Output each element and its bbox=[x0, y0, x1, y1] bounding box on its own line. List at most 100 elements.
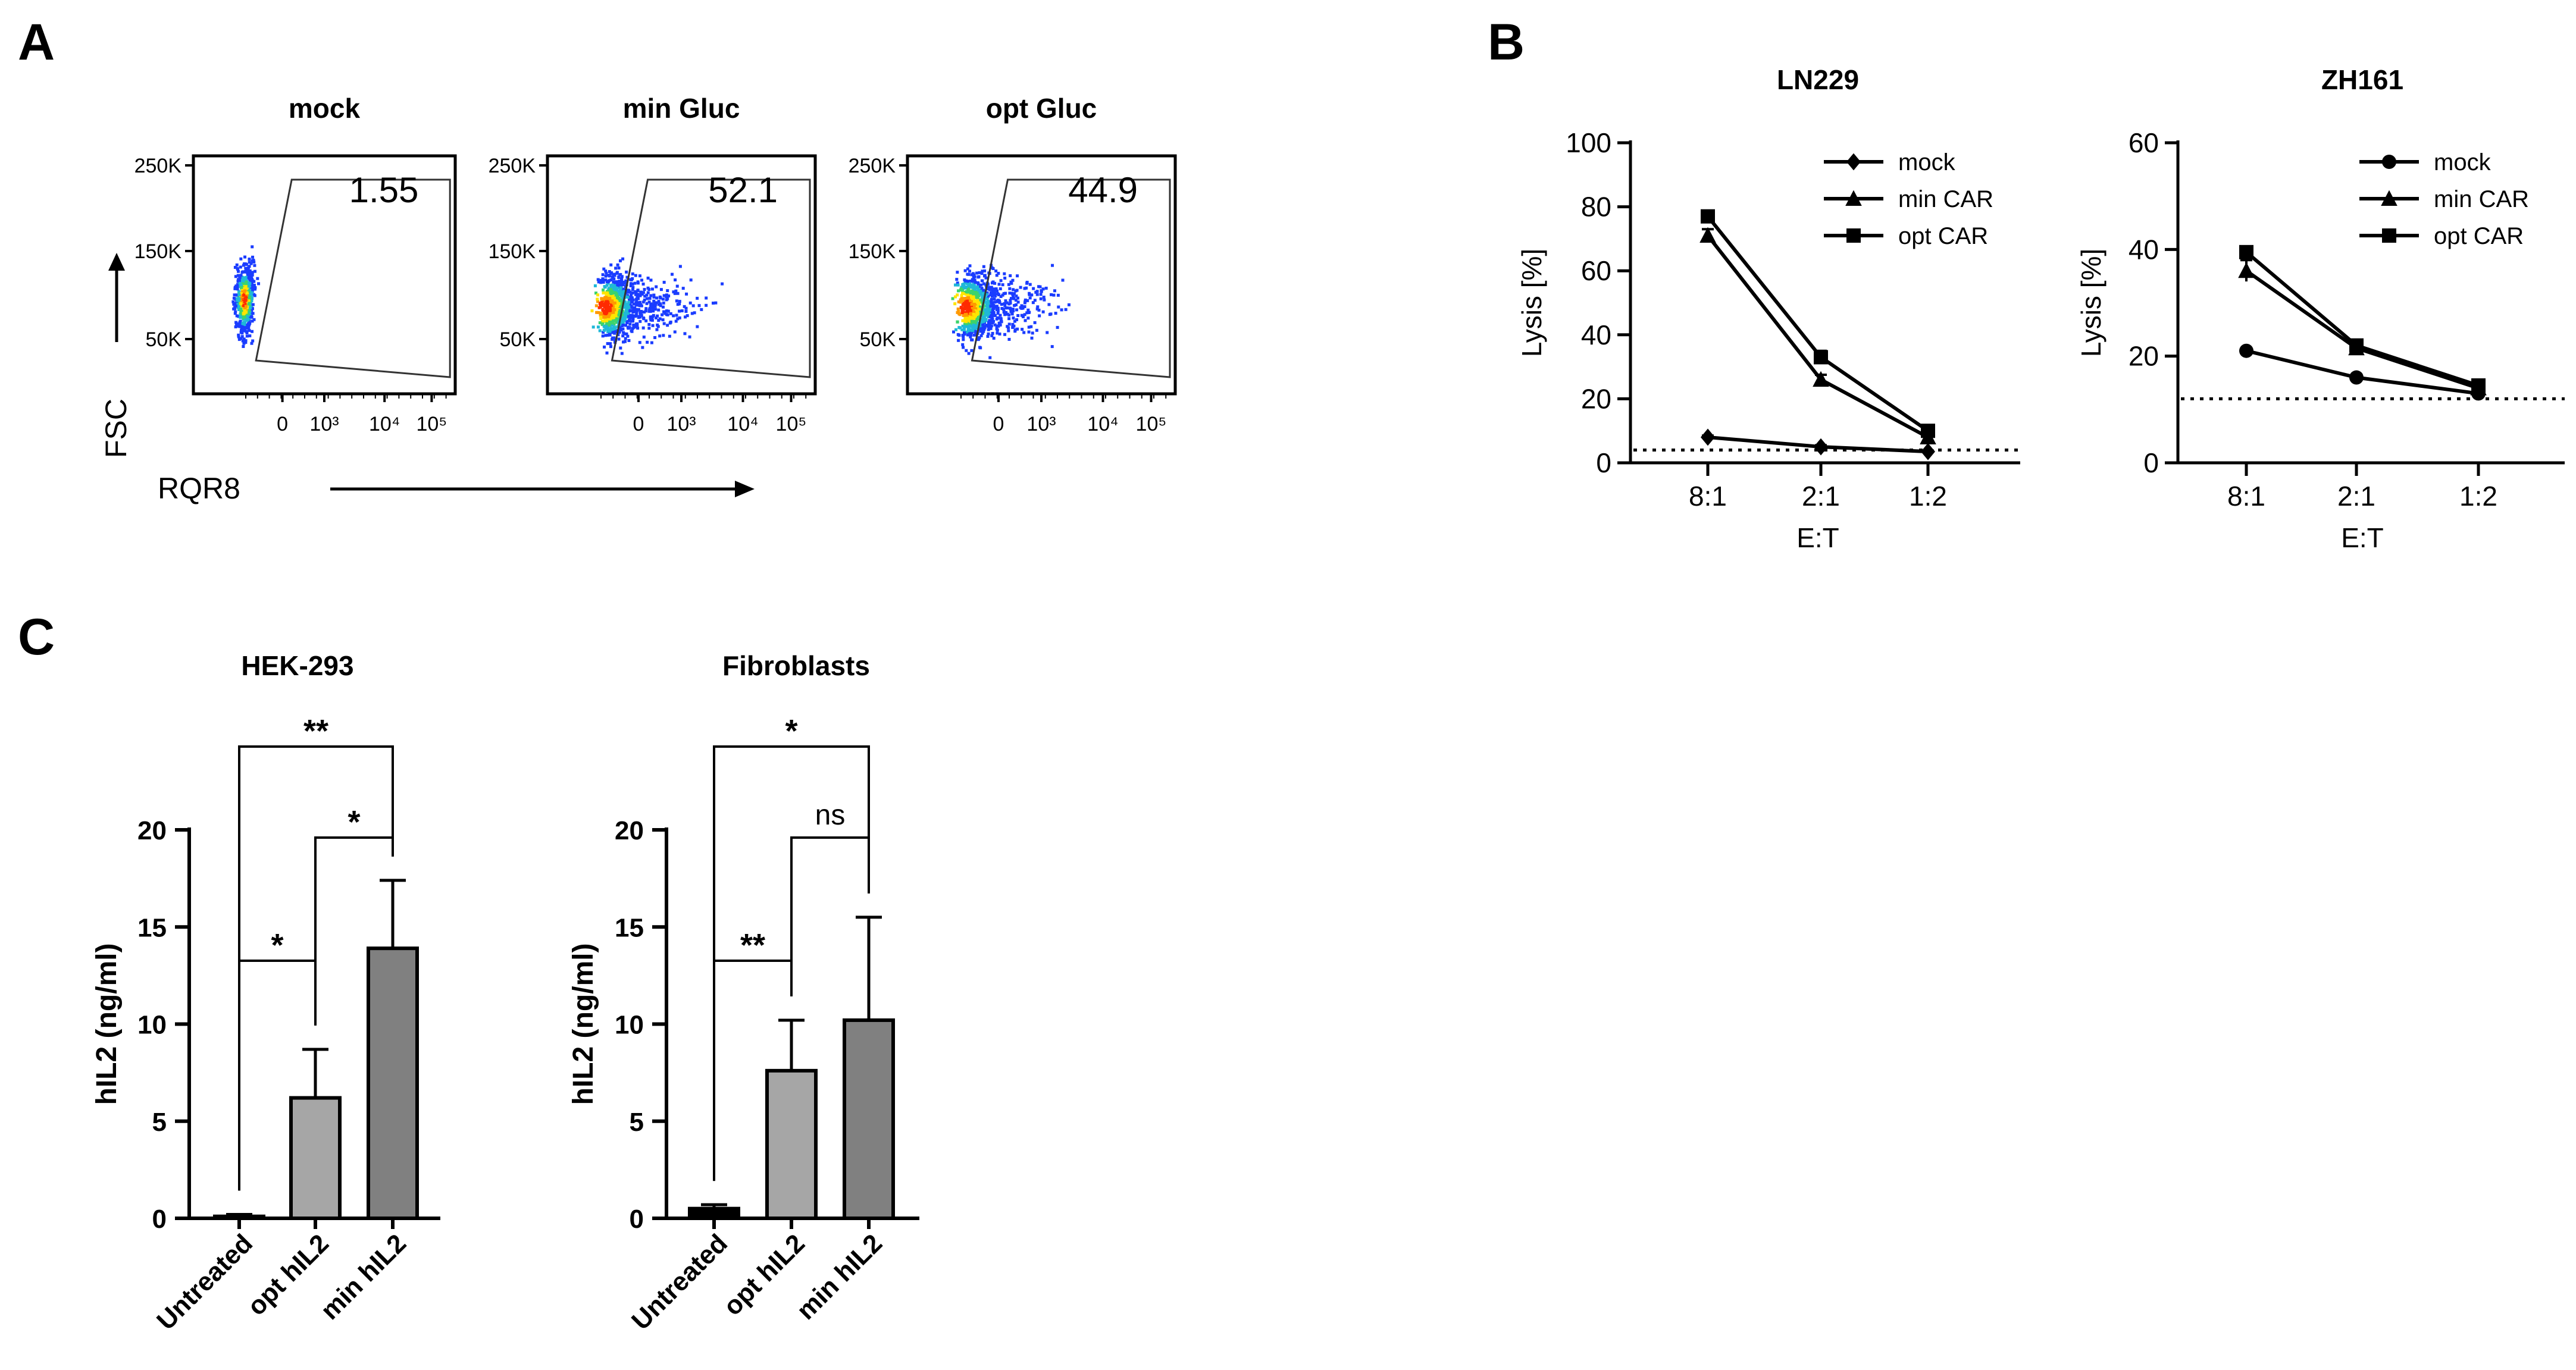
density-dot bbox=[990, 320, 993, 324]
density-dot bbox=[666, 324, 669, 327]
density-dot bbox=[649, 294, 653, 297]
density-dot bbox=[643, 298, 646, 302]
density-dot bbox=[248, 272, 252, 276]
significance-bracket: ** bbox=[713, 927, 793, 1181]
density-dot bbox=[979, 293, 982, 296]
x-tick-label: 0 bbox=[277, 413, 288, 435]
y-tick-label: 250K bbox=[489, 155, 536, 177]
density-dot bbox=[1012, 294, 1015, 298]
density-dot bbox=[657, 319, 661, 322]
density-dot bbox=[637, 301, 641, 305]
series-opt-car: opt CAR bbox=[1701, 209, 1988, 438]
density-dot bbox=[963, 325, 966, 329]
density-dot bbox=[979, 319, 983, 322]
density-dot bbox=[989, 293, 993, 297]
density-dot bbox=[607, 297, 611, 300]
density-dot bbox=[611, 328, 614, 331]
density-dot bbox=[1007, 326, 1010, 330]
density-dot bbox=[988, 325, 991, 329]
density-dot bbox=[969, 312, 973, 316]
density-dot bbox=[1005, 306, 1009, 310]
density-dot bbox=[987, 294, 990, 298]
density-dot bbox=[672, 314, 675, 318]
density-dot bbox=[631, 327, 634, 330]
density-dot bbox=[680, 309, 684, 313]
density-dot bbox=[1067, 303, 1071, 306]
chart-title: Fibroblasts bbox=[722, 650, 870, 681]
density-dot bbox=[610, 316, 614, 319]
density-dot bbox=[966, 329, 970, 333]
y-tick-label: 60 bbox=[1581, 255, 1611, 286]
density-dot bbox=[624, 285, 627, 289]
density-dot bbox=[978, 322, 982, 325]
density-dot bbox=[991, 310, 995, 313]
x-tick-label: 10³ bbox=[1026, 413, 1056, 435]
density-dot bbox=[617, 267, 621, 270]
density-dot bbox=[619, 328, 623, 332]
x-tick-label: 10³ bbox=[309, 413, 339, 435]
marker-triangle bbox=[1845, 190, 1862, 206]
density-dot bbox=[965, 349, 968, 352]
density-dot bbox=[603, 345, 606, 349]
density-dot bbox=[961, 299, 965, 302]
density-dot bbox=[235, 314, 239, 318]
density-dot bbox=[241, 339, 245, 343]
density-dot bbox=[1048, 313, 1051, 316]
density-dot bbox=[237, 338, 241, 341]
density-dot bbox=[245, 308, 248, 311]
density-dot bbox=[239, 265, 242, 269]
density-dot bbox=[992, 337, 996, 340]
density-dot bbox=[622, 340, 625, 344]
density-dot bbox=[246, 269, 249, 272]
density-dot bbox=[1047, 303, 1051, 306]
density-dot bbox=[995, 324, 999, 328]
bar-chart-2: Fibroblasts 0 5 10 15 20 hIL2 (ng/ml) Untreated… bbox=[568, 650, 919, 1335]
density-dot bbox=[982, 320, 985, 324]
density-dot bbox=[596, 297, 599, 301]
density-dot bbox=[665, 293, 668, 297]
density-dot bbox=[956, 333, 960, 336]
density-dot bbox=[966, 296, 969, 300]
density-dot bbox=[965, 322, 969, 325]
bar-untreated bbox=[213, 1214, 265, 1220]
density-dot bbox=[248, 258, 251, 261]
legend-label: min CAR bbox=[1898, 186, 1993, 212]
density-dot bbox=[967, 303, 971, 306]
density-dot bbox=[621, 257, 625, 261]
density-dot bbox=[608, 312, 612, 315]
density-dot bbox=[614, 310, 617, 313]
density-dot bbox=[674, 289, 678, 293]
significance-bracket: * bbox=[314, 804, 394, 1026]
density-dot bbox=[638, 294, 642, 297]
density-dot bbox=[990, 299, 993, 303]
marker-triangle bbox=[2381, 190, 2397, 206]
density-dot bbox=[1007, 337, 1011, 341]
density-dot bbox=[1019, 286, 1022, 289]
density-dot bbox=[613, 331, 616, 335]
significance-label: * bbox=[348, 804, 360, 840]
density-dot bbox=[615, 293, 618, 296]
density-dot bbox=[656, 323, 659, 327]
density-dot bbox=[650, 341, 653, 344]
density-dot bbox=[644, 319, 648, 322]
density-dot bbox=[1008, 287, 1012, 290]
density-dot bbox=[961, 343, 965, 346]
density-dot bbox=[239, 302, 243, 306]
density-dot bbox=[1014, 299, 1018, 302]
density-dot bbox=[244, 305, 248, 308]
density-dot bbox=[973, 275, 976, 278]
panel-label-c: C bbox=[18, 609, 55, 666]
density-dot bbox=[1000, 320, 1003, 324]
density-dot bbox=[240, 335, 244, 338]
significance-label: ** bbox=[740, 927, 765, 963]
density-dot bbox=[245, 291, 249, 294]
density-dot bbox=[624, 304, 627, 308]
marker-square bbox=[2239, 244, 2253, 259]
density-dot bbox=[615, 305, 619, 308]
density-dot bbox=[606, 293, 609, 296]
density-dot bbox=[676, 317, 680, 321]
density-dot bbox=[661, 313, 664, 316]
density-dot bbox=[651, 324, 655, 327]
gate-percentage: 44.9 bbox=[1068, 170, 1138, 210]
density-dot bbox=[596, 311, 600, 314]
